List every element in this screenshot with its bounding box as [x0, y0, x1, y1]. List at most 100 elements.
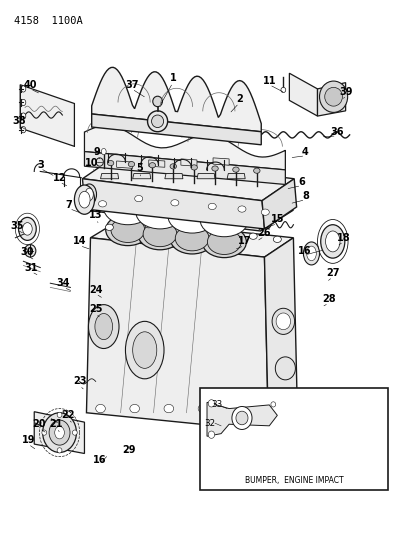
Polygon shape: [20, 85, 74, 147]
Ellipse shape: [101, 149, 106, 155]
Text: 13: 13: [89, 211, 102, 220]
Text: 16: 16: [93, 455, 106, 465]
Text: 15: 15: [270, 214, 283, 224]
Ellipse shape: [105, 224, 113, 230]
Polygon shape: [90, 220, 293, 257]
Polygon shape: [261, 179, 296, 229]
Ellipse shape: [147, 111, 167, 132]
Ellipse shape: [22, 223, 32, 235]
Polygon shape: [116, 161, 133, 168]
Ellipse shape: [207, 229, 240, 254]
Ellipse shape: [198, 405, 207, 413]
Ellipse shape: [170, 223, 214, 254]
Ellipse shape: [211, 166, 218, 171]
Polygon shape: [84, 125, 285, 170]
Text: 20: 20: [33, 419, 46, 429]
Ellipse shape: [111, 217, 144, 243]
Text: 18: 18: [336, 233, 350, 243]
Ellipse shape: [137, 219, 182, 250]
Text: 17: 17: [237, 237, 251, 246]
Polygon shape: [180, 159, 196, 166]
Ellipse shape: [224, 229, 232, 236]
Text: 6: 6: [297, 177, 304, 187]
Text: 3: 3: [37, 160, 43, 169]
Ellipse shape: [18, 217, 36, 240]
Ellipse shape: [306, 246, 315, 261]
Ellipse shape: [57, 448, 62, 453]
Text: BUMPER,  ENGINE IMPACT: BUMPER, ENGINE IMPACT: [244, 476, 343, 485]
Ellipse shape: [208, 203, 216, 209]
Ellipse shape: [21, 99, 26, 106]
Ellipse shape: [324, 87, 342, 106]
Ellipse shape: [43, 413, 76, 453]
Ellipse shape: [57, 412, 62, 417]
Polygon shape: [289, 73, 317, 116]
Ellipse shape: [85, 188, 93, 201]
Ellipse shape: [202, 227, 246, 257]
Text: 5: 5: [136, 163, 143, 173]
Ellipse shape: [272, 308, 294, 334]
Text: 16: 16: [297, 246, 311, 256]
Text: 40: 40: [23, 80, 37, 90]
Ellipse shape: [21, 86, 26, 92]
Ellipse shape: [151, 115, 163, 127]
Polygon shape: [86, 238, 268, 431]
Ellipse shape: [49, 420, 70, 445]
Ellipse shape: [235, 411, 247, 425]
Ellipse shape: [134, 196, 142, 201]
Polygon shape: [148, 160, 164, 167]
Ellipse shape: [280, 87, 285, 93]
Ellipse shape: [74, 185, 94, 214]
Text: 11: 11: [262, 76, 275, 86]
Text: 32: 32: [237, 445, 251, 454]
Ellipse shape: [231, 407, 252, 430]
Text: 10: 10: [85, 158, 98, 168]
Ellipse shape: [54, 426, 64, 439]
Ellipse shape: [200, 203, 248, 237]
Polygon shape: [34, 411, 84, 454]
Text: 31: 31: [25, 263, 38, 272]
Text: 29: 29: [122, 446, 136, 455]
Ellipse shape: [96, 158, 103, 166]
Ellipse shape: [21, 113, 26, 119]
Ellipse shape: [143, 222, 176, 247]
Polygon shape: [227, 174, 245, 179]
Polygon shape: [82, 157, 294, 201]
Text: 25: 25: [89, 304, 102, 314]
Ellipse shape: [88, 305, 119, 349]
Ellipse shape: [144, 222, 153, 228]
Ellipse shape: [72, 430, 77, 435]
Text: 39: 39: [339, 86, 352, 96]
Text: 9: 9: [94, 147, 101, 157]
Text: 34: 34: [57, 278, 70, 288]
Ellipse shape: [325, 231, 339, 252]
Polygon shape: [84, 189, 293, 231]
Text: 24: 24: [89, 285, 102, 295]
Polygon shape: [196, 174, 214, 179]
Ellipse shape: [130, 405, 139, 413]
Text: 21: 21: [49, 419, 63, 429]
Text: 32: 32: [204, 419, 215, 427]
Text: 1: 1: [169, 74, 176, 84]
Ellipse shape: [153, 96, 162, 107]
Ellipse shape: [208, 431, 214, 438]
Ellipse shape: [249, 233, 256, 239]
Ellipse shape: [171, 200, 178, 206]
Ellipse shape: [273, 236, 281, 243]
Text: 33: 33: [211, 400, 222, 409]
Ellipse shape: [125, 321, 164, 379]
Text: 2: 2: [235, 94, 242, 104]
Ellipse shape: [164, 405, 173, 413]
Ellipse shape: [175, 226, 209, 251]
Ellipse shape: [103, 191, 152, 225]
Polygon shape: [164, 174, 182, 179]
Polygon shape: [207, 402, 276, 436]
Ellipse shape: [184, 226, 193, 232]
Text: 27: 27: [325, 268, 339, 278]
Ellipse shape: [79, 191, 90, 208]
Ellipse shape: [128, 161, 134, 167]
Text: 14: 14: [73, 237, 86, 246]
Ellipse shape: [107, 160, 114, 166]
Text: 30: 30: [20, 247, 34, 257]
Ellipse shape: [253, 168, 259, 173]
